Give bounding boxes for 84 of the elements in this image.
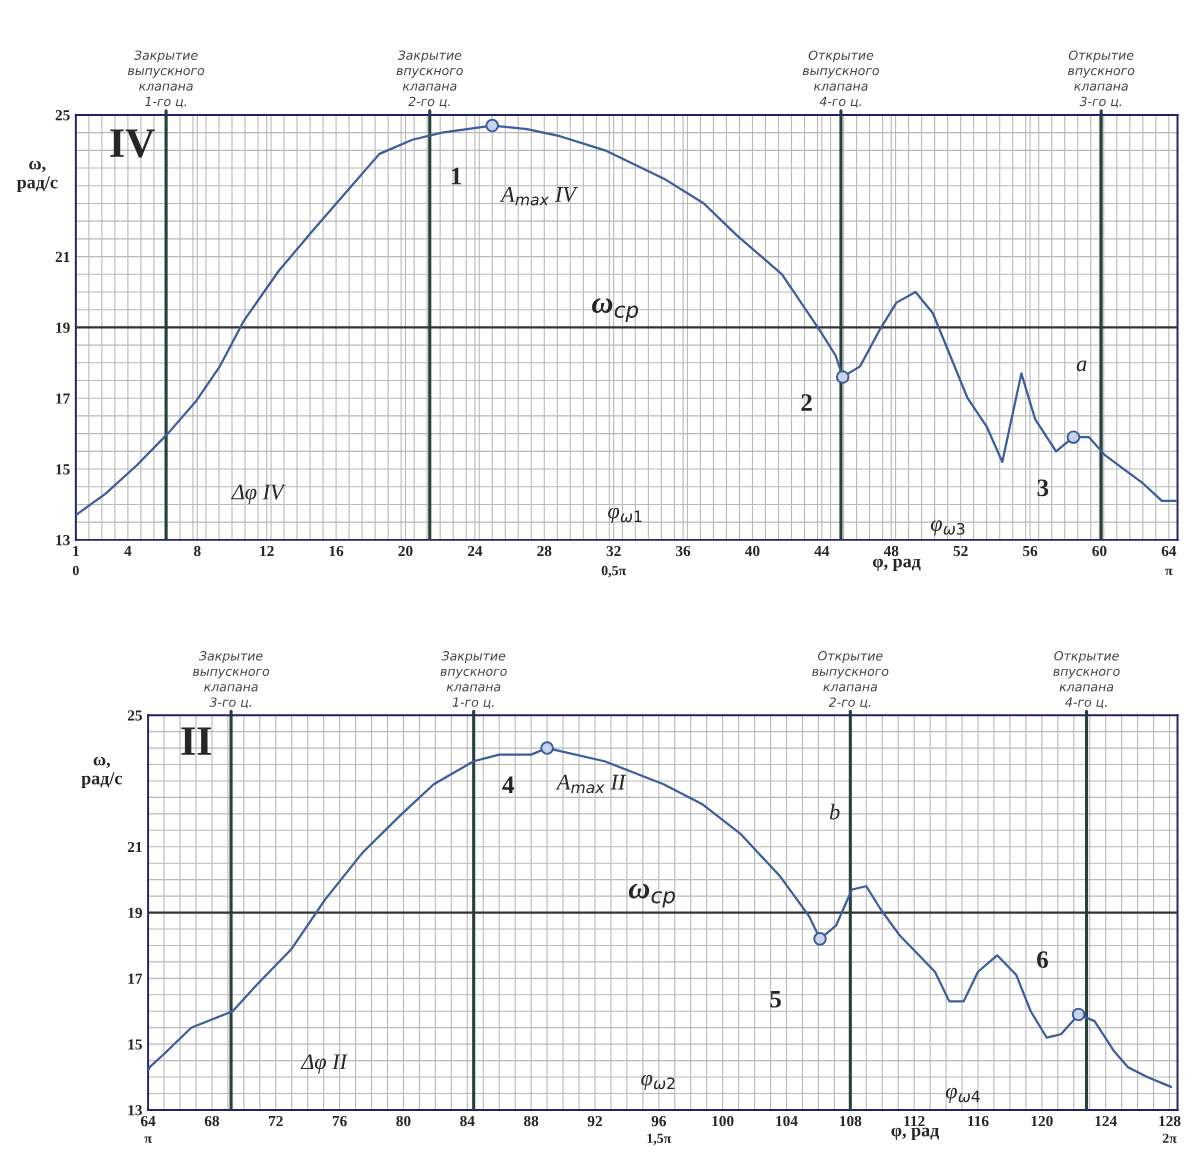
y-tick-label: 13 xyxy=(128,1105,143,1116)
x-tick-label: 116 xyxy=(968,1115,989,1127)
annotation: II xyxy=(181,727,212,755)
annotation: 5 xyxy=(770,991,781,1008)
ref-line-label: Закрытие выпускного клапана 1-го ц. xyxy=(127,50,205,108)
x-axis-title: φ, рад xyxy=(872,558,921,572)
x-tick-label: 1 xyxy=(73,545,79,557)
annotation: 6 xyxy=(1037,951,1048,968)
y-tick-label: 17 xyxy=(56,393,70,404)
x-tick-label: 80 xyxy=(396,1115,411,1127)
ref-line-label: ω$_{ср}$ xyxy=(592,298,639,323)
x-tick-label: 56 xyxy=(1023,545,1038,557)
ref-line-label: Закрытие впускного клапана 2-го ц. xyxy=(396,50,463,108)
x-tick-label: 76 xyxy=(332,1115,347,1127)
y-tick-label: 13 xyxy=(56,535,70,546)
text: π xyxy=(144,1136,152,1143)
annotation: Δφ II xyxy=(300,1054,348,1074)
x-tick-label: 64 xyxy=(140,1115,156,1127)
ref-line-label: Закрытие впускного клапана 1-го ц. xyxy=(440,651,507,709)
x-tick-label: 100 xyxy=(712,1115,734,1127)
x-tick-label: 44 xyxy=(814,545,830,557)
x-tick-label: 24 xyxy=(467,545,483,557)
annotation: 1 xyxy=(451,167,462,185)
x-tick-label: 124 xyxy=(1095,1115,1117,1127)
y-tick-label: 25 xyxy=(55,110,70,121)
x-tick-label: 8 xyxy=(193,545,201,557)
y-tick-label: 21 xyxy=(55,251,70,262)
y-axis-title: ω, рад/с xyxy=(16,160,58,193)
x-tick-label: 72 xyxy=(269,1115,283,1127)
ref-line-label: Закрытие выпускного клапана 3-го ц. xyxy=(192,651,270,709)
x-tick-label: 68 xyxy=(204,1115,220,1127)
annotation: 4 xyxy=(502,776,514,793)
y-tick-label: 19 xyxy=(128,907,142,918)
x-tick-label: 64 xyxy=(1161,545,1177,557)
annotation: φ$_{ω3}$ xyxy=(930,520,965,536)
annotation: A$_{max}$ II xyxy=(555,774,627,794)
x-tick-label: 4 xyxy=(124,545,132,557)
x-tick-label: 16 xyxy=(329,545,344,557)
y-tick-label: 15 xyxy=(128,1039,142,1050)
annotation: φ$_{ω1}$ xyxy=(608,507,642,524)
annotation: φ$_{ω2}$ xyxy=(641,1074,675,1091)
x-tick-label: 104 xyxy=(776,1115,798,1127)
ref-line-label: Открытие выпускного клапана 4-го ц. xyxy=(802,50,879,108)
annotation: Δφ IV xyxy=(230,484,286,505)
x-tick-label: 128 xyxy=(1159,1115,1181,1127)
x-tick-label: 40 xyxy=(745,545,760,557)
y-axis-title: ω, рад/с xyxy=(81,756,122,789)
y-tick-label: 17 xyxy=(128,973,143,984)
x-tick-label: 52 xyxy=(953,545,968,557)
text: 0,5π xyxy=(601,565,627,578)
x-tick-label: 20 xyxy=(398,545,413,557)
ref-line-label: Открытие впускного клапана 3-го ц. xyxy=(1067,50,1135,108)
text: 0 xyxy=(72,565,79,576)
x-tick-label: 84 xyxy=(460,1115,475,1127)
annotation: 3 xyxy=(1037,479,1049,497)
annotation: A$_{max}$ IV xyxy=(499,186,579,206)
x-tick-label: 28 xyxy=(537,545,552,557)
x-axis-title: φ, рад xyxy=(891,1127,940,1141)
annotation: 2 xyxy=(801,394,812,411)
x-tick-label: 48 xyxy=(883,545,899,557)
ref-line-label: Открытие выпускного клапана 2-го ц. xyxy=(812,651,889,709)
x-tick-label: 88 xyxy=(524,1115,539,1127)
y-tick-label: 21 xyxy=(127,841,142,853)
annotation: IV xyxy=(110,129,155,158)
text: 2π xyxy=(1162,1133,1177,1143)
x-tick-label: 120 xyxy=(1031,1115,1053,1127)
annotation: b xyxy=(829,803,840,820)
ref-line-label: ω$_{ср}$ xyxy=(628,883,675,908)
annotation: a xyxy=(1076,360,1087,372)
x-tick-label: 60 xyxy=(1092,545,1107,557)
x-tick-label: 112 xyxy=(904,1115,925,1127)
annotation: φ$_{ω4}$ xyxy=(945,1087,980,1104)
x-tick-label: 12 xyxy=(260,545,274,557)
x-tick-label: 32 xyxy=(606,545,621,557)
x-tick-label: 36 xyxy=(676,545,691,557)
ref-line-label: Открытие впускного клапана 4-го ц. xyxy=(1053,651,1120,709)
x-tick-label: 108 xyxy=(840,1115,862,1127)
y-tick-label: 15 xyxy=(56,464,70,475)
y-tick-label: 19 xyxy=(56,322,70,333)
x-tick-label: 92 xyxy=(587,1115,602,1127)
text: π xyxy=(1165,568,1173,576)
y-tick-label: 25 xyxy=(127,710,142,721)
text: 1,5π xyxy=(647,1133,672,1146)
x-tick-label: 96 xyxy=(651,1115,666,1127)
